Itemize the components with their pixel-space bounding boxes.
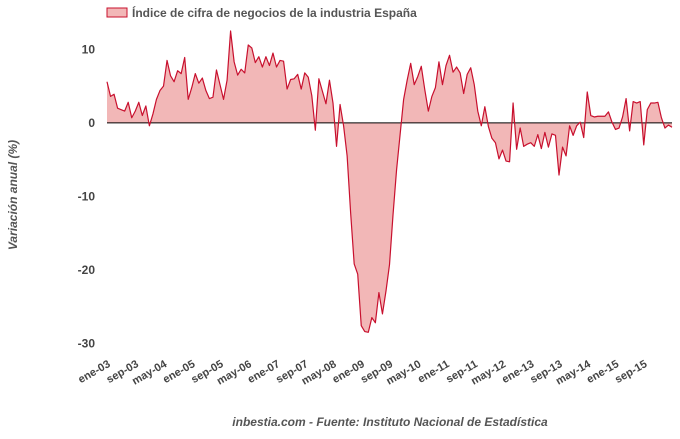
series-area bbox=[107, 31, 672, 333]
legend-label: Índice de cifra de negocios de la indust… bbox=[132, 5, 417, 20]
source-note: inbestia.com - Fuente: Instituto Naciona… bbox=[232, 415, 548, 429]
y-tick-label: -30 bbox=[78, 336, 96, 350]
x-tick-label: ene-11 bbox=[416, 358, 452, 386]
y-tick-label: -20 bbox=[78, 263, 96, 277]
legend-swatch bbox=[106, 7, 128, 18]
x-tick-label: sep-15 bbox=[613, 358, 649, 386]
y-tick-label: -10 bbox=[78, 189, 96, 203]
y-tick-label: 0 bbox=[88, 116, 95, 130]
y-axis-ticks: 10 0 -10 -20 -30 bbox=[78, 42, 96, 350]
y-axis-label: Variación anual (%) bbox=[6, 140, 20, 250]
y-tick-label: 10 bbox=[82, 42, 96, 56]
x-axis-ticks: ene-03sep-03may-04ene-05sep-05may-06ene-… bbox=[76, 358, 649, 388]
legend: Índice de cifra de negocios de la indust… bbox=[106, 5, 417, 20]
series-line bbox=[106, 30, 673, 333]
plot-area bbox=[106, 30, 673, 333]
